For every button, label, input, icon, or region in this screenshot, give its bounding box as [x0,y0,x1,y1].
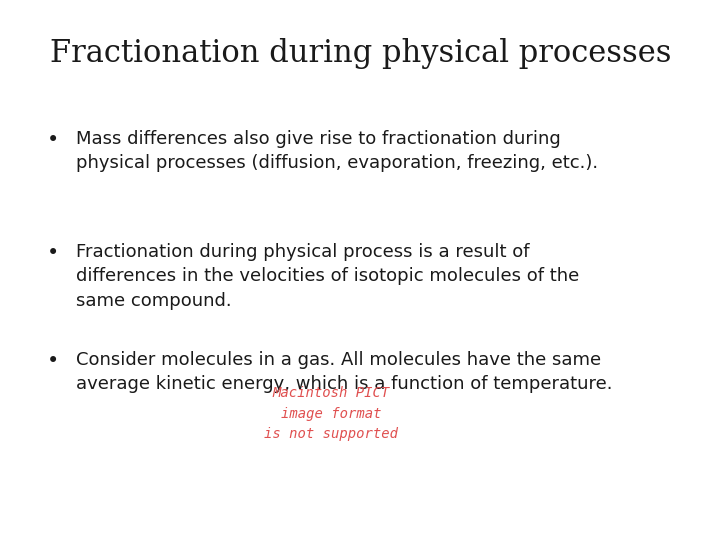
Text: Mass differences also give rise to fractionation during
physical processes (diff: Mass differences also give rise to fract… [76,130,598,172]
Text: •: • [47,130,59,150]
Text: •: • [47,351,59,371]
Text: Consider molecules in a gas. All molecules have the same
average kinetic energy,: Consider molecules in a gas. All molecul… [76,351,612,393]
Text: •: • [47,243,59,263]
Text: Fractionation during physical process is a result of
differences in the velociti: Fractionation during physical process is… [76,243,579,309]
Text: Fractionation during physical processes: Fractionation during physical processes [50,38,672,69]
Text: Macintosh PICT
image format
is not supported: Macintosh PICT image format is not suppo… [264,386,398,441]
